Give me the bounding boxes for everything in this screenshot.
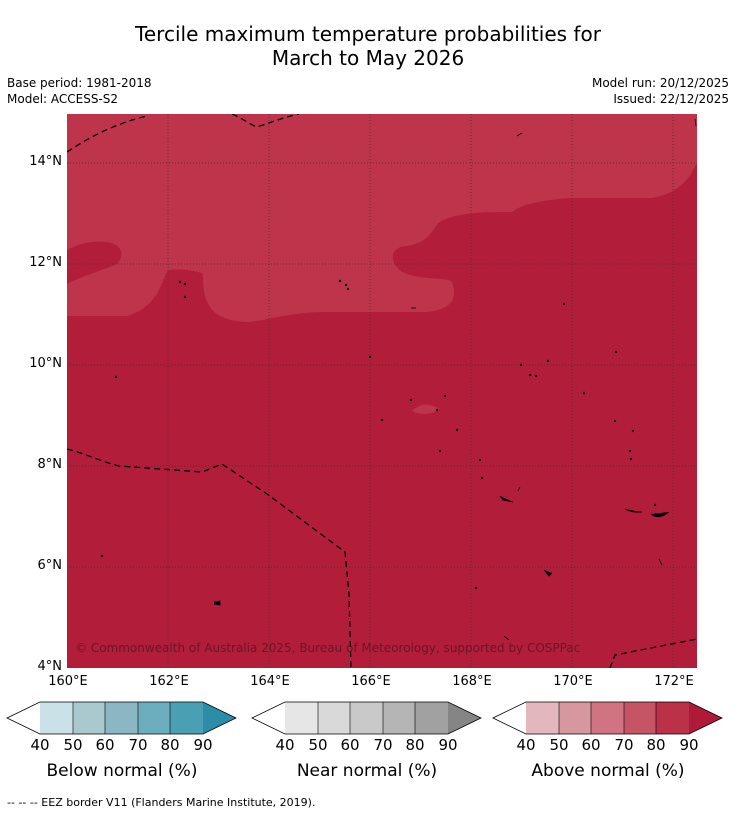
- lat-label-6n: 6°N: [37, 558, 63, 573]
- cb-above-swatch-2: [559, 702, 591, 734]
- lat-label-8n: 8°N: [37, 457, 63, 472]
- cb-below-swatch-0: [7, 702, 40, 734]
- copyright-text: © Commonwealth of Australia 2025, Bureau…: [75, 641, 580, 655]
- grid-lines: [67, 114, 697, 668]
- cb-above-tick-50: 50: [549, 736, 569, 754]
- lat-label-12n: 12°N: [29, 255, 62, 270]
- cb-above-swatch-5: [656, 702, 689, 734]
- title-line-1: Tercile maximum temperature probabilitie…: [135, 22, 601, 46]
- map-svg: © Commonwealth of Australia 2025, Bureau…: [66, 113, 698, 669]
- lat-label-10n: 10°N: [29, 356, 62, 371]
- small-light-patch: [412, 404, 439, 414]
- cb-below-swatch-1: [40, 702, 73, 734]
- cb-above-swatch-0: [493, 702, 526, 734]
- cb-below-tick-40: 40: [30, 736, 50, 754]
- cb-above-swatch-1: [526, 702, 559, 734]
- meta-left: Base period: 1981-2018 Model: ACCESS-S2: [7, 75, 152, 107]
- cb-above-title: Above normal (%): [531, 761, 685, 781]
- eez-footnote: -- -- -- EEZ border V11 (Flanders Marine…: [7, 796, 316, 809]
- cb-near-swatch-0: [252, 702, 285, 734]
- lon-label-168e: 168°E: [452, 674, 492, 689]
- lon-label-166e: 166°E: [351, 674, 391, 689]
- lon-label-172e: 172°E: [654, 674, 694, 689]
- cb-near-tick-70: 70: [373, 736, 393, 754]
- cb-below-title: Below normal (%): [46, 761, 198, 781]
- cb-near-swatch-6: [448, 702, 481, 734]
- lon-label-160e: 160°E: [48, 674, 88, 689]
- model-run: Model run: 20/12/2025: [591, 76, 729, 90]
- cb-below-swatch-3: [105, 702, 138, 734]
- cb-above-tick-90: 90: [679, 736, 699, 754]
- cb-above-swatch-4: [624, 702, 656, 734]
- cb-near-title: Near normal (%): [296, 761, 438, 781]
- cb-near-tick-40: 40: [275, 736, 295, 754]
- cb-below-tick-80: 80: [160, 736, 180, 754]
- cb-below-swatch-2: [73, 702, 105, 734]
- cb-above-swatch-3: [591, 702, 624, 734]
- eez-borders: [66, 113, 698, 669]
- map-panel: © Commonwealth of Australia 2025, Bureau…: [66, 113, 698, 669]
- cb-near-swatch-3: [350, 702, 383, 734]
- cb-above-tick-80: 80: [646, 736, 666, 754]
- issued-date: Issued: 22/12/2025: [613, 92, 729, 106]
- lon-label-164e: 164°E: [250, 674, 290, 689]
- cb-near-tick-80: 80: [405, 736, 425, 754]
- near-normal-colorbar: [251, 701, 482, 735]
- cb-above-tick-40: 40: [516, 736, 536, 754]
- chart-title: Tercile maximum temperature probabilitie…: [0, 22, 736, 70]
- cb-below-tick-90: 90: [193, 736, 213, 754]
- cb-near-swatch-4: [383, 702, 415, 734]
- cb-above-tick-60: 60: [581, 736, 601, 754]
- cb-above-swatch-6: [689, 702, 722, 734]
- cb-near-tick-60: 60: [340, 736, 360, 754]
- meta-right: Model run: 20/12/2025 Issued: 22/12/2025: [592, 75, 729, 107]
- cb-below-swatch-4: [138, 702, 170, 734]
- lon-label-170e: 170°E: [553, 674, 593, 689]
- cb-below-tick-60: 60: [95, 736, 115, 754]
- above-normal-colorbar: [492, 701, 723, 735]
- islands: [100, 118, 697, 641]
- model-name: Model: ACCESS-S2: [7, 92, 119, 106]
- above-normal-70-region: [67, 114, 697, 322]
- title-line-2: March to May 2026: [271, 46, 465, 70]
- cb-below-swatch-5: [170, 702, 203, 734]
- base-period: Base period: 1981-2018: [7, 76, 152, 90]
- cb-near-tick-50: 50: [308, 736, 328, 754]
- cb-near-swatch-1: [285, 702, 318, 734]
- cb-below-tick-70: 70: [128, 736, 148, 754]
- cb-below-swatch-6: [203, 702, 236, 734]
- below-normal-colorbar: [6, 701, 237, 735]
- lat-label-4n: 4°N: [37, 659, 63, 674]
- lat-label-14n: 14°N: [29, 154, 62, 169]
- cb-near-swatch-2: [318, 702, 350, 734]
- lon-label-162e: 162°E: [149, 674, 189, 689]
- cb-above-tick-70: 70: [614, 736, 634, 754]
- cb-near-swatch-5: [415, 702, 448, 734]
- cb-below-tick-50: 50: [63, 736, 83, 754]
- cb-near-tick-90: 90: [438, 736, 458, 754]
